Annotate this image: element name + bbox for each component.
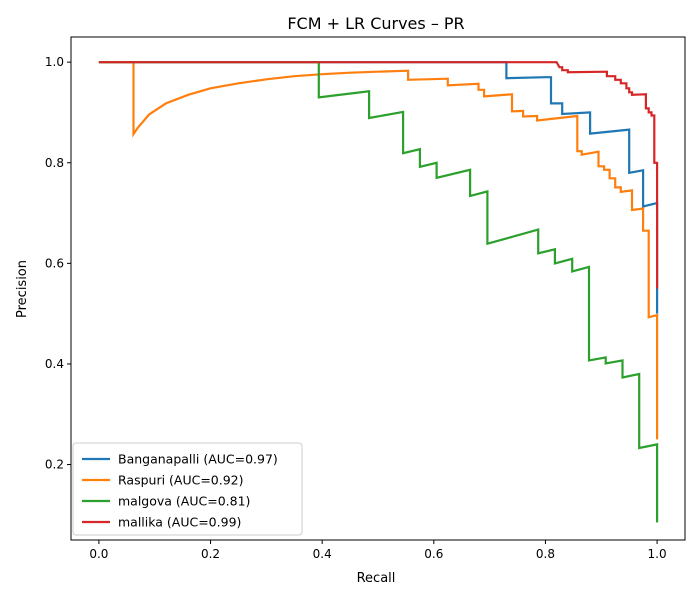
y-tick-label: 0.4: [45, 357, 64, 371]
x-tick-label: 0.4: [313, 547, 332, 561]
y-tick-label: 1.0: [45, 55, 64, 69]
legend: Banganapalli (AUC=0.97) Raspuri (AUC=0.92…: [72, 442, 303, 536]
series-line-3: [98, 61, 659, 289]
legend-label-0: Banganapalli (AUC=0.97): [118, 452, 278, 467]
x-tick-label: 1.0: [648, 547, 667, 561]
y-axis-label: Precision: [15, 260, 30, 318]
x-tick-label: 0.8: [536, 547, 555, 561]
legend-label-3: mallika (AUC=0.99): [118, 515, 241, 530]
plot-border: [70, 36, 686, 541]
series-line-2: [98, 61, 659, 523]
y-tick-label: 0.6: [45, 256, 64, 270]
series-line-1: [98, 61, 659, 440]
x-tick-label: 0.6: [424, 547, 443, 561]
x-axis-ticks: 0.0 0.2 0.4 0.6 0.8 1.0: [89, 540, 667, 561]
series-layer: [98, 61, 659, 523]
legend-box: [72, 442, 303, 536]
legend-label-2: malgova (AUC=0.81): [118, 494, 250, 509]
x-tick-label: 0.0: [89, 547, 108, 561]
x-tick-label: 0.2: [201, 547, 220, 561]
y-tick-label: 0.8: [45, 156, 64, 170]
x-axis-label: Recall: [357, 571, 396, 586]
y-tick-label: 0.2: [45, 458, 64, 472]
series-line-0: [98, 61, 659, 314]
chart-title: FCM + LR Curves – PR: [287, 14, 464, 33]
legend-label-1: Raspuri (AUC=0.92): [118, 473, 244, 488]
y-axis-ticks: 0.2 0.4 0.6 0.8 1.0: [45, 55, 71, 472]
